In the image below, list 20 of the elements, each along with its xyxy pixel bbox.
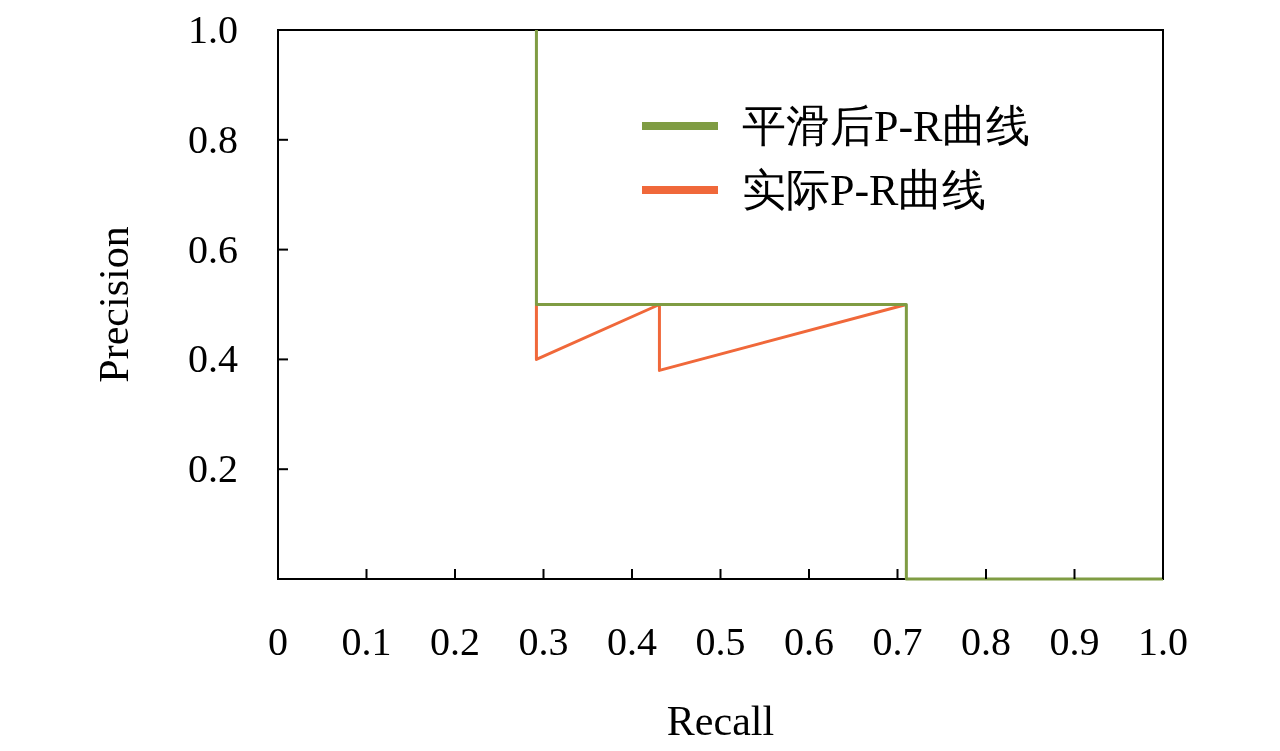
x-tick-label: 1.0 [1138, 619, 1188, 664]
legend-label: 实际P-R曲线 [742, 166, 987, 215]
y-tick-label: 0.8 [188, 116, 238, 162]
x-tick-label: 0.5 [695, 619, 746, 664]
x-tick-label: 0.1 [341, 619, 392, 664]
legend-label: 平滑后P-R曲线 [742, 102, 1031, 151]
y-axis-title: Precision [91, 226, 137, 383]
x-tick-label: 0.2 [430, 619, 480, 664]
x-axis-title: Recall [666, 698, 775, 744]
x-tick-label: 0.4 [607, 619, 657, 664]
x-tick-label: 0.8 [961, 619, 1011, 664]
y-tick-label: 0.2 [188, 446, 238, 492]
x-tick-label: 0 [268, 619, 288, 664]
x-tick-label: 0.7 [872, 619, 923, 664]
y-tick-label: 0.6 [188, 226, 238, 272]
y-tick-label: 1.0 [188, 7, 238, 52]
x-tick-label: 0.3 [518, 619, 569, 664]
x-tick-label: 0.9 [1049, 619, 1100, 664]
x-tick-label: 0.6 [784, 619, 834, 664]
y-tick-label: 0.4 [188, 336, 238, 382]
